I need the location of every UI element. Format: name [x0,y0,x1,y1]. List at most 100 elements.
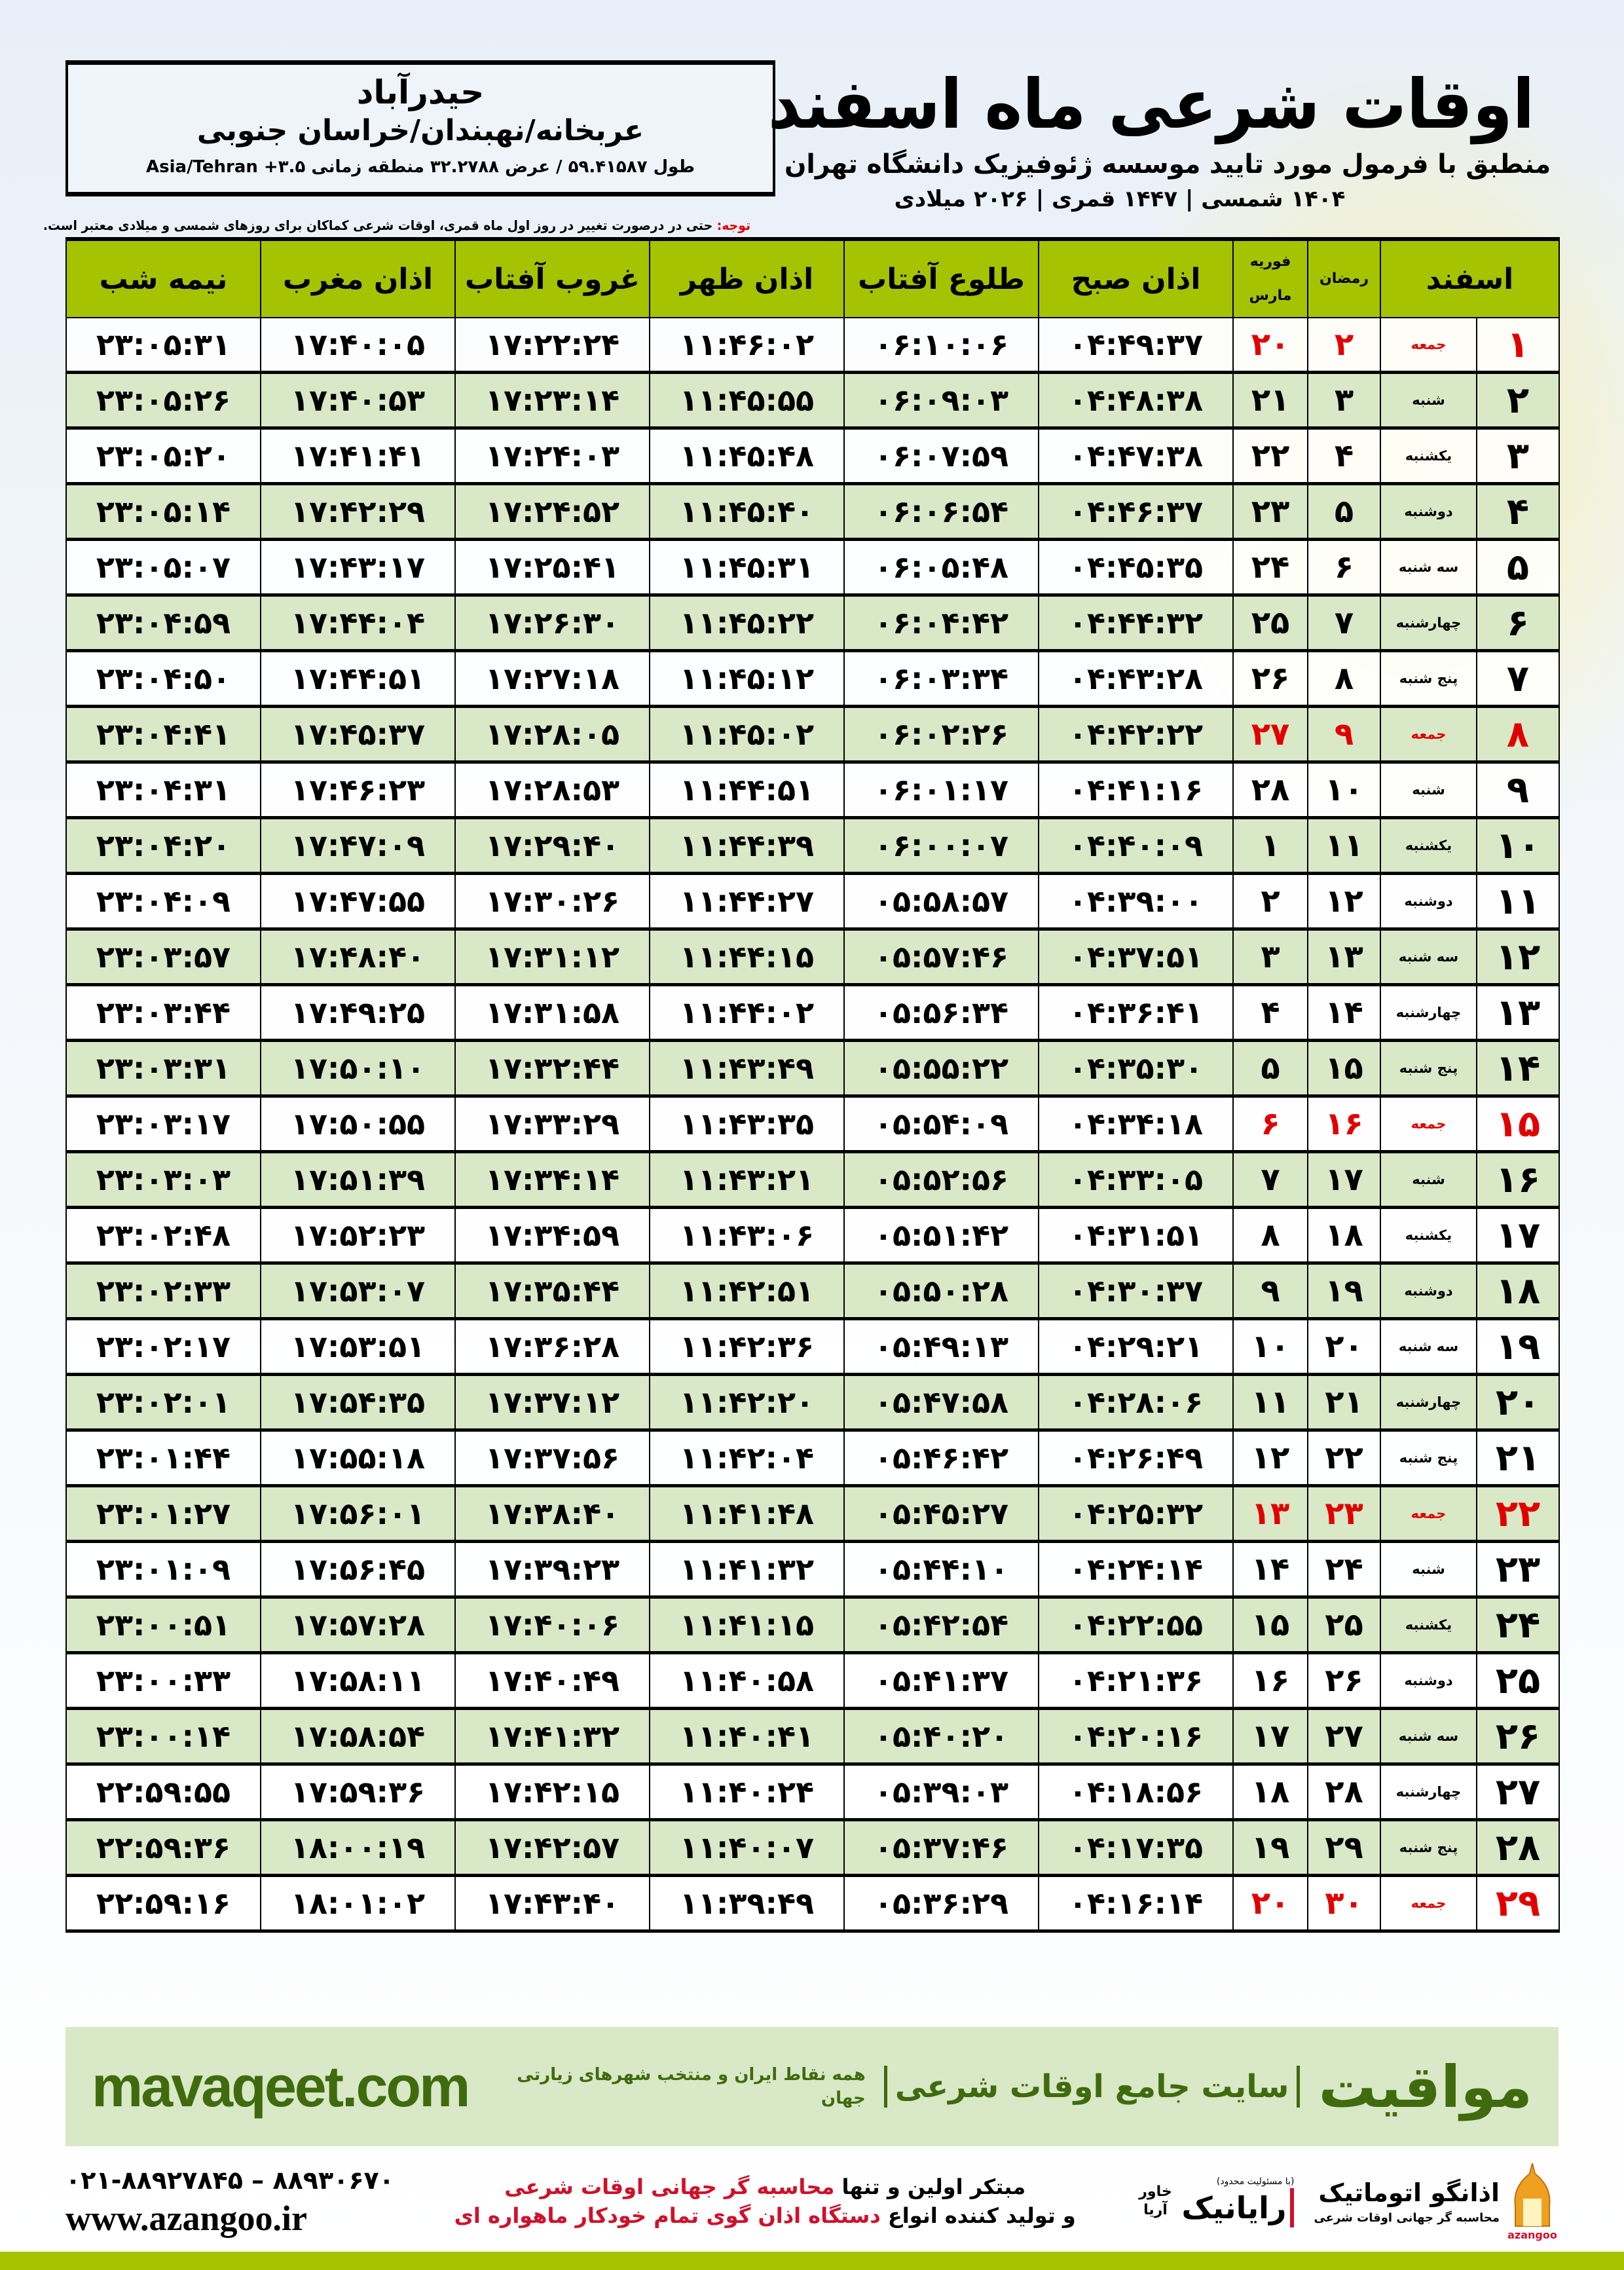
sunset-time: ۱۷:۳۷:۵۶ [454,1429,650,1487]
gregorian-day: ۲۱ [1232,371,1308,430]
header-sunset: غروب آفتاب [454,238,650,318]
maghrib-time: ۱۷:۵۴:۳۵ [260,1373,456,1432]
azangoo-name: اذانگو اتوماتیک [1318,2178,1500,2207]
azangoo-website[interactable]: www.azangoo.ir [65,2199,307,2238]
day-number: ۲ [1476,371,1560,430]
sunset-time: ۱۷:۳۱:۱۲ [454,928,650,986]
rayanik-sub: خاور آریا [1139,2184,1172,2218]
midnight-time: ۲۳:۰۱:۰۹ [65,1540,261,1599]
fajr-time: ۰۴:۳۷:۵۱ [1038,928,1234,986]
fajr-time: ۰۴:۴۳:۲۸ [1038,650,1234,708]
midnight-time: ۲۳:۰۵:۲۶ [65,371,261,430]
table-row: ۲۸ پنج شنبه ۲۹ ۱۹ ۰۴:۱۷:۳۵ ۰۵:۳۷:۴۶ ۱۱:۴۰:۰۷ ۱۷… [65,1819,1560,1877]
weekday: پنج شنبه [1380,650,1477,708]
maghrib-time: ۱۷:۴۶:۲۳ [260,761,456,819]
midnight-time: ۲۳:۰۱:۲۷ [65,1485,261,1543]
maghrib-time: ۱۷:۴۱:۴۱ [260,427,456,485]
midnight-time: ۲۳:۰۲:۳۳ [65,1262,261,1320]
maghrib-time: ۱۷:۵۳:۰۷ [260,1262,456,1320]
sunrise-time: ۰۶:۰۳:۳۴ [843,650,1039,708]
ramadan-day: ۹ [1307,705,1381,764]
midnight-time: ۲۳:۰۳:۴۴ [65,984,261,1042]
sunset-time: ۱۷:۳۹:۲۳ [454,1540,650,1599]
sunrise-time: ۰۶:۰۴:۴۲ [843,594,1039,652]
day-number: ۱۲ [1476,928,1560,986]
day-number: ۳ [1476,427,1560,485]
weekday: سه شنبه [1380,1318,1477,1376]
weekday: پنج شنبه [1380,1039,1477,1098]
mavaqeet-url[interactable]: mavaqeet.com [92,2054,470,2119]
weekday: یکشنبه [1380,817,1477,875]
gregorian-day: ۳ [1232,928,1308,986]
fajr-time: ۰۴:۲۵:۳۲ [1038,1485,1234,1543]
dhuhr-time: ۱۱:۳۹:۴۹ [649,1874,845,1933]
dhuhr-time: ۱۱:۴۱:۱۵ [649,1596,845,1654]
weekday: سه شنبه [1380,538,1477,597]
sunrise-time: ۰۵:۴۶:۴۲ [843,1429,1039,1487]
day-number: ۱۱ [1476,872,1560,931]
midnight-time: ۲۳:۰۴:۰۹ [65,872,261,931]
dhuhr-time: ۱۱:۴۵:۴۰ [649,483,845,541]
table-row: ۲۶ سه شنبه ۲۷ ۱۷ ۰۴:۲۰:۱۶ ۰۵:۴۰:۲۰ ۱۱:۴۰:۴۱ ۱۷:… [65,1707,1560,1766]
note-label: توجه: [716,217,751,233]
sunset-time: ۱۷:۳۶:۲۸ [454,1318,650,1376]
day-number: ۲۹ [1476,1874,1560,1933]
fajr-time: ۰۴:۴۱:۱۶ [1038,761,1234,819]
table-row: ۱۶ شنبه ۱۷ ۷ ۰۴:۳۳:۰۵ ۰۵:۵۲:۵۶ ۱۱:۴۳:۲۱ ۱۷:۳۴:۱… [65,1151,1560,1209]
gregorian-day: ۲۸ [1232,761,1308,819]
ramadan-day: ۱۴ [1307,984,1381,1042]
sunset-time: ۱۷:۲۸:۰۵ [454,705,650,764]
fajr-time: ۰۴:۳۱:۵۱ [1038,1206,1234,1265]
sunrise-time: ۰۶:۰۵:۴۸ [843,538,1039,597]
gregorian-day: ۶ [1232,1095,1308,1153]
fajr-time: ۰۴:۱۶:۱۴ [1038,1874,1234,1933]
sunset-time: ۱۷:۳۴:۵۹ [454,1206,650,1265]
fajr-time: ۰۴:۳۵:۳۰ [1038,1039,1234,1098]
sunset-time: ۱۷:۴۰:۴۹ [454,1652,650,1710]
weekday: یکشنبه [1380,427,1477,485]
header-fajr: اذان صبح [1038,238,1234,318]
midnight-time: ۲۳:۰۵:۲۰ [65,427,261,485]
mavaqeet-subslogan: همه نقاط ایران و منتخب شهرهای زیارتی جها… [517,2065,866,2108]
sunrise-time: ۰۵:۴۰:۲۰ [843,1707,1039,1766]
sunset-time: ۱۷:۳۷:۱۲ [454,1373,650,1432]
weekday: چهارشنبه [1380,1763,1477,1821]
sunrise-time: ۰۶:۰۶:۵۴ [843,483,1039,541]
sunset-time: ۱۷:۲۲:۲۴ [454,317,650,374]
sunrise-time: ۰۵:۳۷:۴۶ [843,1819,1039,1877]
dhuhr-time: ۱۱:۴۳:۲۱ [649,1151,845,1209]
dhuhr-time: ۱۱:۴۴:۰۲ [649,984,845,1042]
fajr-time: ۰۴:۴۴:۳۲ [1038,594,1234,652]
sunset-time: ۱۷:۳۲:۴۴ [454,1039,650,1098]
sunset-time: ۱۷:۲۴:۵۲ [454,483,650,541]
day-number: ۸ [1476,705,1560,764]
maghrib-time: ۱۸:۰۱:۰۲ [260,1874,456,1933]
maghrib-time: ۱۷:۵۰:۵۵ [260,1095,456,1153]
rayanik-logo: خاور آریا (با مسئولیت محدود) رایانیک [1135,2175,1295,2227]
sunset-time: ۱۷:۲۳:۱۴ [454,371,650,430]
promo-line1-a: مبتکر اولین و تنها [834,2174,1026,2199]
midnight-time: ۲۳:۰۳:۰۳ [65,1151,261,1209]
dhuhr-time: ۱۱:۴۳:۳۵ [649,1095,845,1153]
fajr-time: ۰۴:۳۳:۰۵ [1038,1151,1234,1209]
maghrib-time: ۱۷:۵۰:۱۰ [260,1039,456,1098]
header-month: اسفند [1380,238,1560,318]
header-gregorian-top: فوریه [1249,253,1291,270]
table-row: ۷ پنج شنبه ۸ ۲۶ ۰۴:۴۳:۲۸ ۰۶:۰۳:۳۴ ۱۱:۴۵:۱۲ ۱۷:۲… [65,650,1560,708]
dhuhr-time: ۱۱:۴۲:۲۰ [649,1373,845,1432]
ramadan-day: ۸ [1307,650,1381,708]
midnight-time: ۲۳:۰۴:۲۰ [65,817,261,875]
midnight-time: ۲۳:۰۵:۰۷ [65,538,261,597]
sunset-time: ۱۷:۲۹:۴۰ [454,817,650,875]
sunrise-time: ۰۵:۴۹:۱۳ [843,1318,1039,1376]
table-row: ۸ جمعه ۹ ۲۷ ۰۴:۴۲:۲۲ ۰۶:۰۲:۲۶ ۱۱:۴۵:۰۲ ۱۷:۲۸:۰۵… [65,705,1560,764]
fajr-time: ۰۴:۲۲:۵۵ [1038,1596,1234,1654]
midnight-time: ۲۳:۰۳:۳۱ [65,1039,261,1098]
midnight-time: ۲۳:۰۴:۳۱ [65,761,261,819]
location-box: حیدرآباد عربخانه/نهبندان/خراسان جنوبی طو… [65,60,775,196]
bottom-stripe [0,2252,1624,2270]
gregorian-day: ۱۸ [1232,1763,1308,1821]
sunrise-time: ۰۵:۵۷:۴۶ [843,928,1039,986]
prayer-times-table: اسفند رمضان فوریه مارس اذان صبح طلوع آفت… [65,237,1560,1933]
day-number: ۱ [1476,317,1560,374]
